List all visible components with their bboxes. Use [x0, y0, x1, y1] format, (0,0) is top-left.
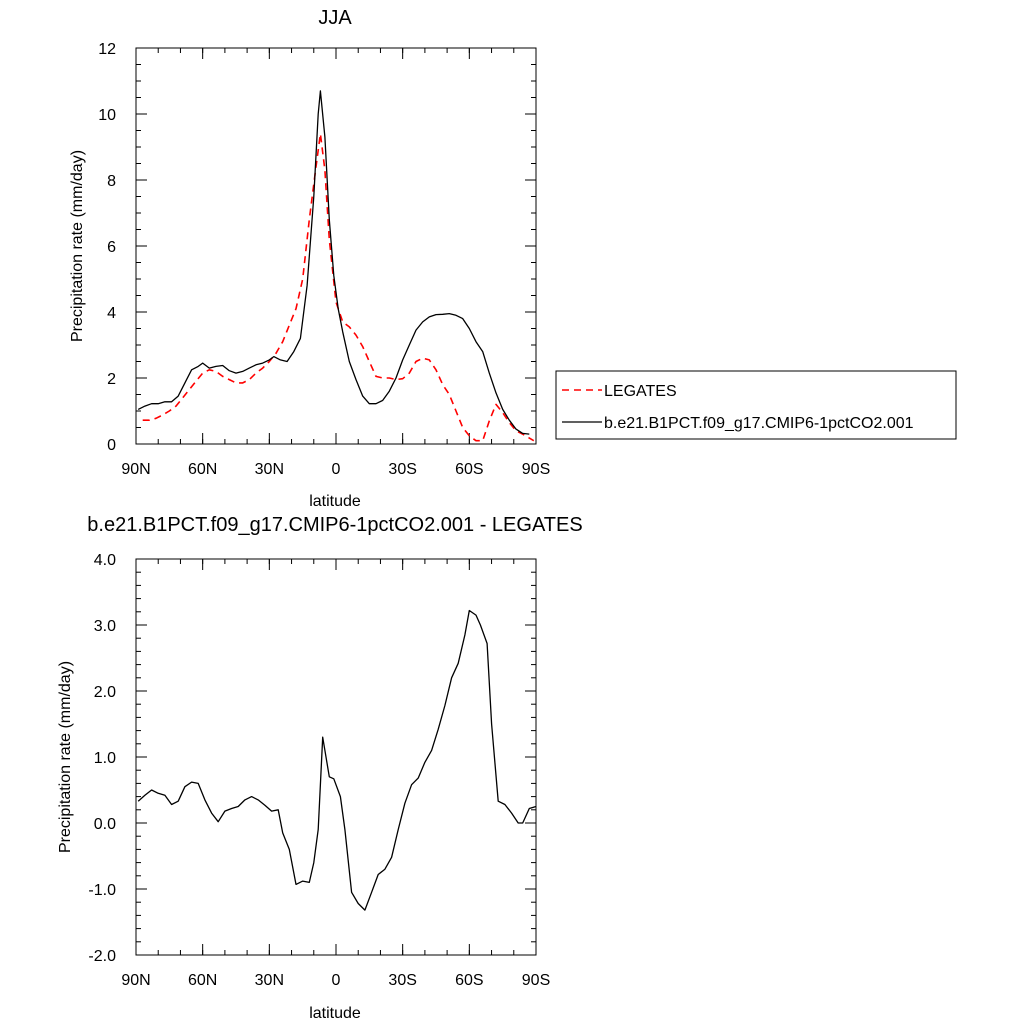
- y-tick-label: 1.0: [94, 750, 116, 767]
- y-tick-label: 8: [107, 173, 116, 190]
- series-top: [137, 90, 535, 442]
- ticks-top: [135, 47, 537, 445]
- y-tick-labels-bottom: -2.0 -1.0 0.0 1.0 2.0 3.0 4.0: [88, 552, 116, 965]
- plot-frame-bottom: [135, 558, 537, 956]
- x-tick-label: 60S: [455, 461, 483, 478]
- y-tick-label: -1.0: [88, 882, 116, 899]
- y-tick-label: 2.0: [94, 684, 116, 701]
- x-tick-label: 60S: [455, 972, 483, 989]
- x-tick-label: 90S: [522, 972, 550, 989]
- ticks-bottom: [135, 558, 537, 956]
- y-tick-label: 4: [107, 305, 116, 322]
- panel-top: JJA 90N 60N 30N 0 30S 60S 90S 0 2 4 6 8 10 12 latitu…: [69, 7, 550, 510]
- chart-title-top: JJA: [318, 7, 352, 29]
- series-bottom: [137, 609, 537, 911]
- x-tick-label: 0: [332, 972, 341, 989]
- x-axis-label-top: latitude: [309, 493, 361, 510]
- x-tick-label: 90S: [522, 461, 550, 478]
- y-tick-label: 0: [107, 437, 116, 454]
- series-line-legates: [142, 133, 535, 442]
- y-axis-label-top: Precipitation rate (mm/day): [69, 150, 86, 342]
- x-tick-labels-bottom: 90N 60N 30N 0 30S 60S 90S: [121, 972, 550, 989]
- y-tick-label: -2.0: [88, 948, 116, 965]
- x-tick-label: 90N: [121, 461, 150, 478]
- x-tick-label: 30N: [255, 972, 284, 989]
- x-tick-label: 30S: [388, 461, 416, 478]
- x-tick-labels-top: 90N 60N 30N 0 30S 60S 90S: [121, 461, 550, 478]
- y-tick-label: 6: [107, 239, 116, 256]
- legend-box: [555, 370, 957, 440]
- x-axis-label-bottom: latitude: [309, 1005, 361, 1022]
- x-tick-label: 90N: [121, 972, 150, 989]
- series-line-model: [137, 90, 530, 435]
- y-tick-label: 2: [107, 371, 116, 388]
- x-tick-label: 60N: [188, 972, 217, 989]
- y-tick-label: 10: [98, 107, 116, 124]
- panel-bottom: b.e21.B1PCT.f09_g17.CMIP6-1pctCO2.001 - …: [57, 514, 583, 1022]
- y-tick-label: 12: [98, 41, 116, 58]
- x-tick-label: 60N: [188, 461, 217, 478]
- y-tick-label: 4.0: [94, 552, 116, 569]
- plot-frame-top: [135, 47, 537, 445]
- series-line-difference: [137, 609, 537, 911]
- legend-label-model: b.e21.B1PCT.f09_g17.CMIP6-1pctCO2.001: [604, 415, 914, 432]
- x-tick-label: 30N: [255, 461, 284, 478]
- chart-title-bottom: b.e21.B1PCT.f09_g17.CMIP6-1pctCO2.001 - …: [87, 514, 582, 536]
- y-axis-label-bottom: Precipitation rate (mm/day): [57, 661, 74, 853]
- y-tick-label: 3.0: [94, 618, 116, 635]
- y-tick-label: 0.0: [94, 816, 116, 833]
- y-tick-labels-top: 0 2 4 6 8 10 12: [98, 41, 116, 454]
- x-tick-label: 30S: [388, 972, 416, 989]
- legend-label-legates: LEGATES: [604, 383, 677, 400]
- x-tick-label: 0: [332, 461, 341, 478]
- legend: LEGATES b.e21.B1PCT.f09_g17.CMIP6-1pctCO…: [555, 370, 957, 440]
